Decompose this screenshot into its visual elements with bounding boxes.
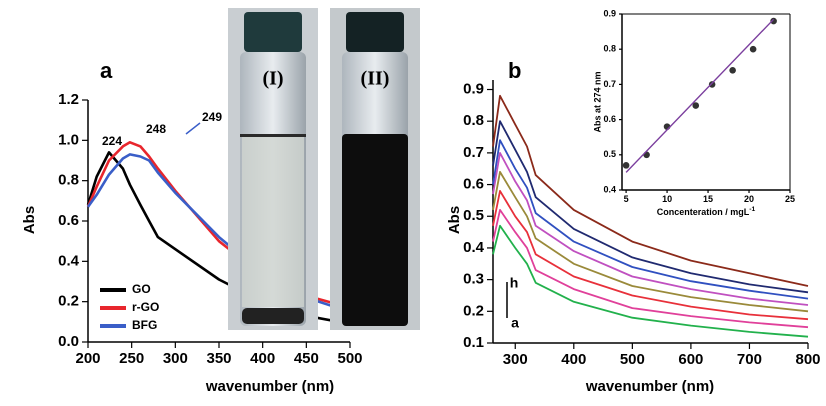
- x-axis-label-text: Concenteration / mgL: [657, 207, 750, 217]
- y-tick-label: 0.6: [58, 212, 79, 229]
- x-tick-label: 10: [662, 194, 672, 204]
- data-line: [492, 94, 809, 287]
- data-line: [492, 224, 809, 338]
- y-tick-label: 0.8: [463, 112, 484, 129]
- y-tick-label: 0.1: [463, 334, 484, 351]
- x-axis-label: Concenteration / mgL-1: [657, 206, 756, 218]
- data-point: [770, 17, 777, 25]
- data-line: [492, 120, 809, 294]
- y-tick-label: 0.2: [463, 302, 484, 319]
- x-axis-label-text: wavenumber (nm): [585, 378, 714, 395]
- legend-label: BFG: [132, 318, 157, 332]
- data-line: [492, 171, 809, 313]
- data-point: [729, 67, 736, 74]
- x-tick-label: 250: [119, 350, 144, 367]
- y-tick-label: 0.6: [603, 114, 616, 124]
- data-line: [492, 190, 809, 321]
- y-tick-label: 0.4: [603, 184, 616, 194]
- x-tick-label: 800: [795, 351, 820, 368]
- data-point: [643, 151, 650, 159]
- data-line: [492, 209, 809, 329]
- x-tick-label: 20: [744, 194, 754, 204]
- x-tick-label: 450: [294, 350, 319, 367]
- y-tick-label: 0.4: [58, 252, 80, 269]
- x-axis-label-text: wavenumber (nm): [205, 378, 334, 395]
- y-tick-label: 0.0: [58, 333, 79, 350]
- y-tick-label: 0.4: [463, 239, 485, 256]
- y-axis-label: Abs at 274 nm: [592, 71, 602, 132]
- x-axis-label: wavenumber (nm): [205, 378, 334, 395]
- panel-label: a: [100, 58, 113, 83]
- x-tick-label: 400: [561, 351, 586, 368]
- x-tick-label: 15: [703, 194, 713, 204]
- annotation: a: [511, 315, 519, 331]
- x-axis-label-superscript: -1: [749, 206, 755, 213]
- annotation-arrow: [185, 122, 201, 135]
- y-tick-label: 0.5: [463, 207, 484, 224]
- y-tick-label: 0.3: [463, 271, 484, 288]
- y-tick-label: 0.7: [603, 79, 616, 89]
- y-tick-label: 0.8: [603, 44, 616, 54]
- y-tick-label: 0.7: [463, 144, 484, 161]
- meniscus: [240, 134, 306, 137]
- annotation: 249: [202, 110, 222, 124]
- annotation: 248: [146, 122, 166, 136]
- x-tick-label: 700: [737, 351, 762, 368]
- y-tick-label: 0.9: [603, 8, 616, 18]
- annotation: h: [510, 275, 519, 291]
- vial-photos: (I) (II): [228, 8, 420, 330]
- y-tick-label: 1.2: [58, 91, 79, 108]
- photo-label: (I): [262, 68, 283, 90]
- data-line: [492, 139, 809, 300]
- y-tick-label: 1.0: [58, 131, 79, 148]
- data-point: [708, 81, 716, 88]
- data-line: [492, 152, 809, 306]
- y-tick-label: 0.8: [58, 172, 79, 189]
- y-axis-label: Abs: [21, 206, 38, 234]
- x-tick-label: 300: [163, 350, 188, 367]
- x-tick-label: 500: [337, 350, 362, 367]
- y-tick-label: 0.6: [463, 176, 484, 193]
- x-tick-label: 400: [250, 350, 275, 367]
- photo-label: (II): [361, 68, 390, 90]
- y-tick-label: 0.2: [58, 293, 79, 310]
- x-tick-label: 5: [624, 194, 629, 204]
- panel-label: b: [508, 58, 521, 83]
- fit-line: [625, 18, 775, 173]
- data-point: [692, 102, 700, 109]
- x-tick-label: 350: [206, 350, 231, 367]
- y-tick-label: 0.5: [603, 149, 616, 159]
- vial-cap: [244, 12, 302, 52]
- vial-cap: [346, 12, 404, 52]
- data-point: [749, 45, 757, 53]
- data-point: [622, 162, 630, 169]
- x-tick-label: 200: [75, 350, 100, 367]
- annotation: 224: [102, 134, 122, 148]
- x-tick-label: 300: [503, 351, 528, 368]
- y-tick-label: 0.9: [463, 80, 484, 97]
- x-tick-label: 25: [785, 194, 795, 204]
- liquid: [342, 134, 408, 326]
- x-tick-label: 500: [620, 351, 645, 368]
- vial-base: [242, 308, 304, 324]
- y-axis-label: Abs: [446, 206, 463, 234]
- legend-label: r-GO: [132, 300, 159, 314]
- legend-label: GO: [132, 282, 151, 296]
- x-axis-label: wavenumber (nm): [585, 378, 714, 395]
- liquid: [242, 137, 304, 307]
- x-tick-label: 600: [678, 351, 703, 368]
